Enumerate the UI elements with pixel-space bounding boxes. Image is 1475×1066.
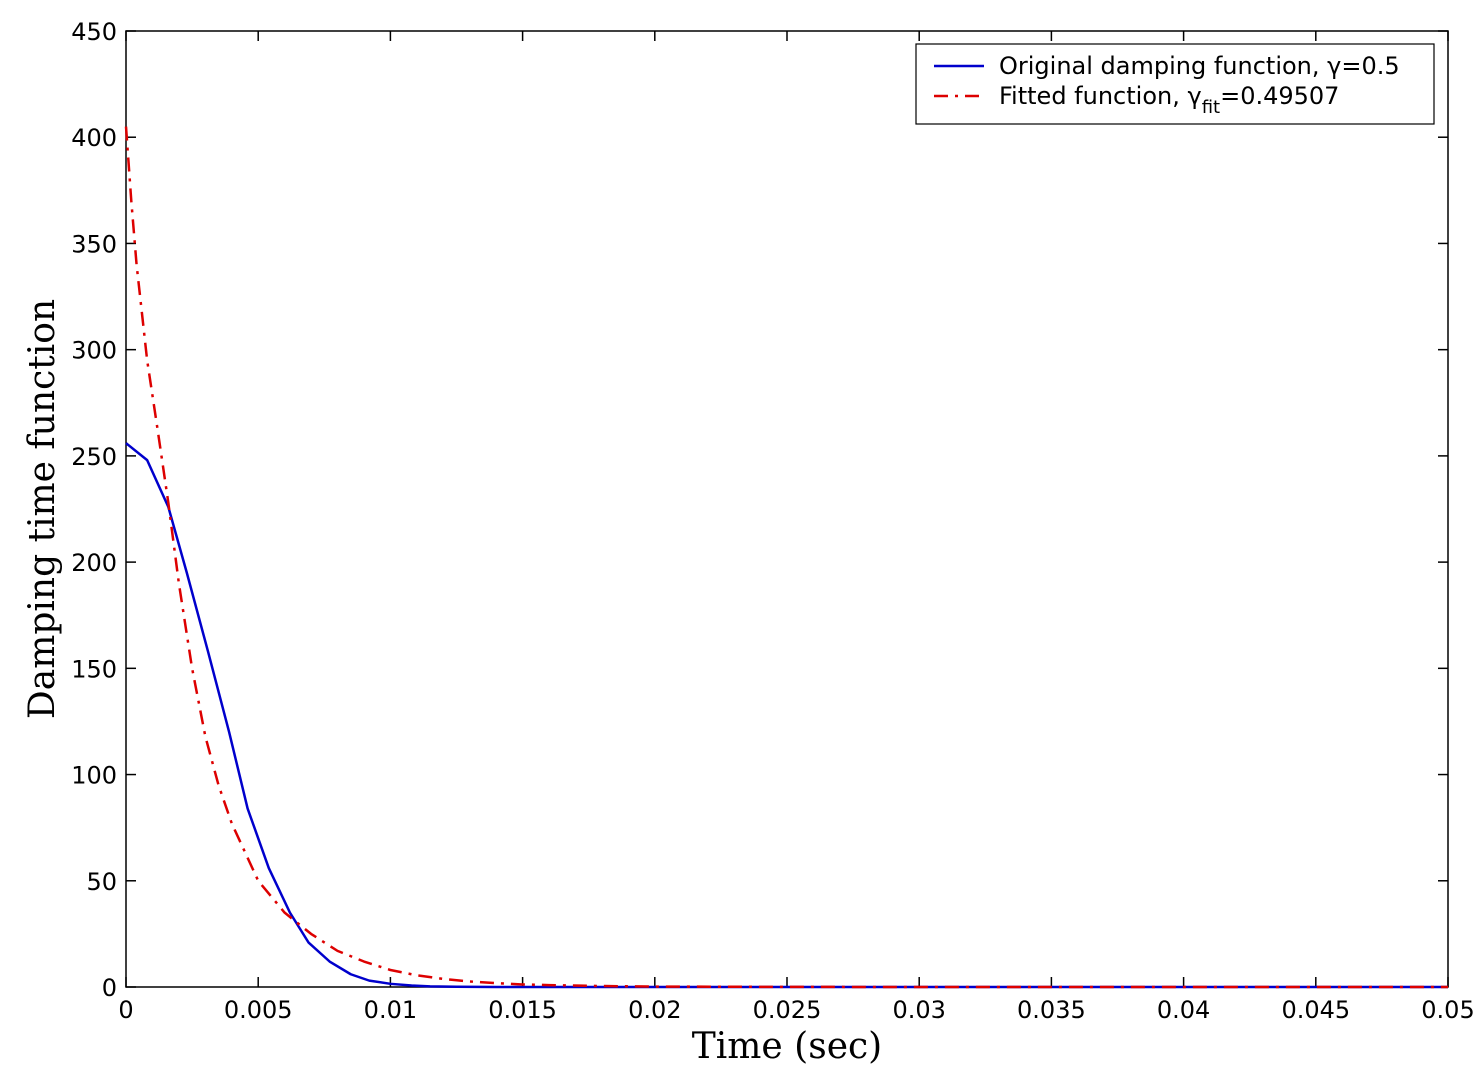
- y-axis-title: Damping time function: [22, 299, 63, 719]
- legend-box: [915, 43, 1435, 125]
- x-tick-label: 0.05: [1421, 996, 1474, 1024]
- x-tick-label: 0.005: [224, 996, 293, 1024]
- x-tick-label: 0.025: [753, 996, 822, 1024]
- legend-label-2: Fitted function, γfit=0.49507: [999, 82, 1339, 118]
- x-tick-label: 0: [118, 996, 133, 1024]
- plot-area: [125, 30, 1449, 988]
- y-tick-label: 200: [71, 549, 117, 577]
- y-tick-label: 50: [86, 868, 117, 896]
- axis-tick-labels: 0 0.005 0.01 0.015 0.02 0.025 0.03 0.035 0.04 0.0…: [71, 18, 1475, 1024]
- series-line-1: [125, 442, 1448, 989]
- x-tick-label: 0.04: [1157, 996, 1210, 1024]
- series-lines: [124, 126, 1448, 989]
- y-tick-label: 0: [102, 974, 117, 1002]
- y-tick-label: 150: [71, 655, 117, 683]
- legend-label-1: Original damping function, γ=0.5: [999, 52, 1400, 80]
- x-tick-label: 0.045: [1281, 996, 1350, 1024]
- axis-ticks: [125, 30, 1449, 988]
- y-tick-label: 100: [71, 762, 117, 790]
- x-tick-label: 0.035: [1017, 996, 1086, 1024]
- y-tick-label: 350: [71, 230, 117, 258]
- x-tick-label: 0.03: [892, 996, 945, 1024]
- y-tick-label: 450: [71, 18, 117, 46]
- y-tick-label: 250: [71, 443, 117, 471]
- series-line-2: [124, 126, 1448, 989]
- y-tick-label: 300: [71, 337, 117, 365]
- x-tick-label: 0.02: [628, 996, 681, 1024]
- x-tick-label: 0.01: [364, 996, 417, 1024]
- x-tick-label: 0.015: [488, 996, 557, 1024]
- y-tick-label: 400: [71, 124, 117, 152]
- x-axis-title: Time (sec): [692, 1026, 882, 1066]
